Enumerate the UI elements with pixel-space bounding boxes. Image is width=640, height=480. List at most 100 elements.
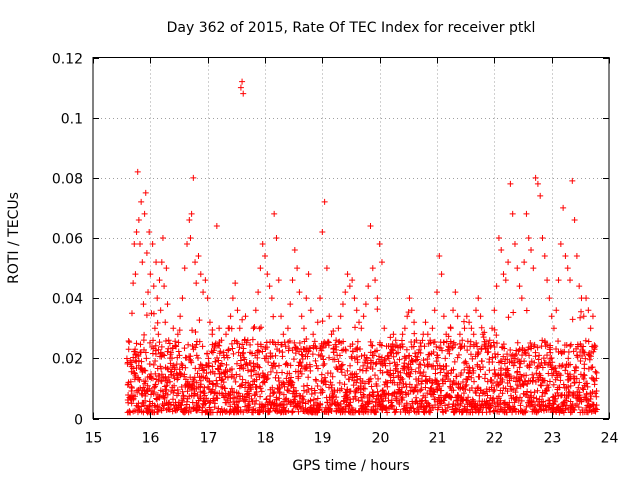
data-point [224, 354, 231, 361]
data-point [188, 210, 195, 217]
data-point [367, 375, 374, 382]
data-point [433, 386, 440, 393]
data-point [303, 335, 310, 342]
data-point [397, 374, 404, 381]
data-point [404, 313, 411, 320]
data-point [261, 373, 268, 380]
data-point [593, 375, 600, 382]
data-point [534, 344, 541, 351]
data-point [328, 381, 335, 388]
data-point [517, 394, 524, 401]
data-point [489, 380, 496, 387]
data-point [507, 347, 514, 354]
data-point [131, 241, 138, 248]
data-point [445, 343, 452, 350]
data-point [394, 361, 401, 368]
data-point [532, 174, 539, 181]
data-point [396, 356, 403, 363]
data-point [422, 319, 429, 326]
x-tick-label: 18 [257, 431, 275, 447]
data-point [395, 349, 402, 356]
data-point [149, 375, 156, 382]
data-point [374, 295, 381, 302]
data-point [236, 325, 243, 332]
data-point [226, 391, 233, 398]
data-point [571, 407, 578, 414]
data-point [239, 78, 246, 85]
data-point [211, 343, 218, 350]
data-point [504, 351, 511, 358]
data-point [270, 313, 277, 320]
data-point [580, 343, 587, 350]
data-point [575, 384, 582, 391]
data-point [125, 337, 132, 344]
data-point [183, 401, 190, 408]
data-point [426, 361, 433, 368]
data-point [495, 381, 502, 388]
data-point [438, 271, 445, 278]
data-point [218, 360, 225, 367]
data-point [218, 405, 225, 412]
data-point [467, 351, 474, 358]
data-point [290, 384, 297, 391]
y-tick-label: 0 [74, 413, 83, 429]
data-point [531, 359, 538, 366]
data-point [184, 388, 191, 395]
data-point [413, 381, 420, 388]
data-point [500, 400, 507, 407]
data-point [145, 289, 152, 296]
data-point [128, 368, 135, 375]
data-point [149, 241, 156, 248]
data-point [476, 392, 483, 399]
data-point [585, 338, 592, 345]
data-point [326, 354, 333, 361]
data-point [373, 383, 380, 390]
data-point [428, 363, 435, 370]
data-point [270, 390, 277, 397]
y-tick-label: 0.1 [61, 112, 83, 128]
data-point [137, 241, 144, 248]
data-point [556, 384, 563, 391]
data-point [276, 389, 283, 396]
data-point [264, 271, 271, 278]
data-point [478, 358, 485, 365]
data-point [553, 346, 560, 353]
data-point [356, 319, 363, 326]
data-point [296, 359, 303, 366]
data-point [240, 409, 247, 416]
data-point [314, 319, 321, 326]
data-point [533, 395, 540, 402]
data-point [344, 391, 351, 398]
data-point [523, 403, 530, 410]
data-point [493, 332, 500, 339]
data-point [161, 395, 168, 402]
data-point [224, 374, 231, 381]
data-point [344, 271, 351, 278]
data-point [126, 339, 133, 346]
data-point [367, 349, 374, 356]
data-point [565, 355, 572, 362]
data-point [236, 344, 243, 351]
data-point [354, 338, 361, 345]
data-point [472, 307, 479, 314]
data-point [256, 374, 263, 381]
data-point [135, 376, 142, 383]
data-point [289, 379, 296, 386]
data-point [489, 325, 496, 332]
data-point [339, 361, 346, 368]
data-point [592, 368, 599, 375]
data-point [399, 331, 406, 338]
data-point [524, 380, 531, 387]
data-point [468, 374, 475, 381]
data-point [340, 338, 347, 345]
data-point [298, 363, 305, 370]
data-point [470, 397, 477, 404]
data-point [312, 357, 319, 364]
data-point [240, 354, 247, 361]
data-point [215, 342, 222, 349]
data-point [255, 371, 262, 378]
data-point [411, 330, 418, 337]
data-point [314, 383, 321, 390]
data-point [358, 394, 365, 401]
data-point [593, 393, 600, 400]
